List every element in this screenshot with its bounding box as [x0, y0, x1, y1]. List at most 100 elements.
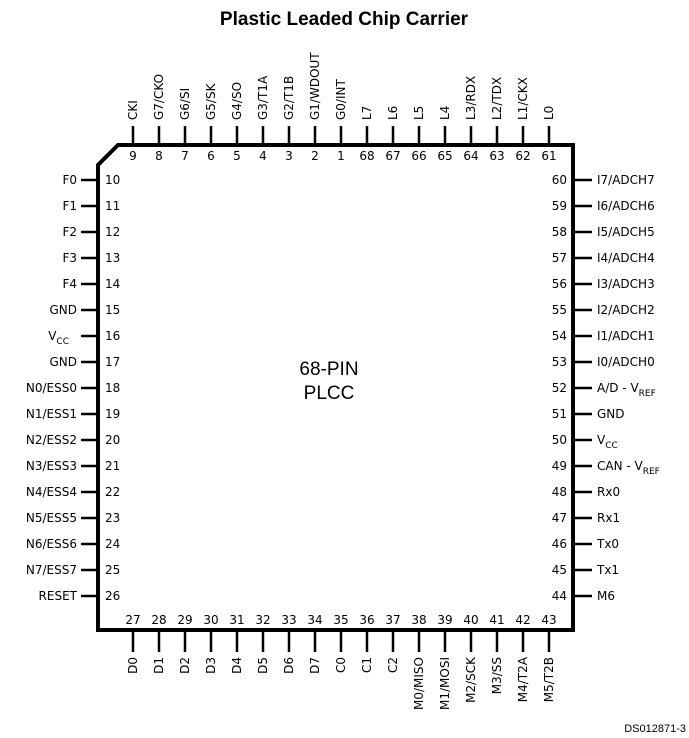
right-pin-number: 58	[552, 225, 567, 239]
top-pin-name: G6/SI	[178, 88, 192, 120]
left-pin-number: 25	[105, 563, 120, 577]
bottom-pin-number: 43	[541, 613, 556, 627]
bottom-pin-number: 36	[359, 613, 374, 627]
right-pin-name: VCC	[597, 433, 618, 451]
top-pin-name: L0	[542, 106, 556, 120]
right-pin-number: 47	[552, 511, 567, 525]
right-pin-number: 44	[552, 589, 567, 603]
right-pin-name: A/D - VREF	[597, 381, 656, 399]
right-pin-name: I6/ADCH6	[597, 199, 655, 213]
bottom-pin-number: 38	[411, 613, 426, 627]
top-pin-name: L2/TDX	[490, 77, 504, 120]
right-pin-name: I3/ADCH3	[597, 277, 655, 291]
right-pin-number: 53	[552, 355, 567, 369]
right-pin-number: 57	[552, 251, 567, 265]
bottom-pin-name: D6	[282, 657, 296, 674]
top-pin-number: 7	[181, 149, 189, 163]
left-pin-number: 13	[105, 251, 120, 265]
top-pin-name: L6	[386, 106, 400, 120]
pin-group: 9 CKI 8 G7/CKO 7 G6/SI 6 G5/SK 5 G4/SO 4 G3/T1A 3 G2/…	[26, 52, 660, 710]
right-pin-number: 49	[552, 459, 567, 473]
top-pin-name: L5	[412, 106, 426, 120]
bottom-pin-number: 30	[203, 613, 218, 627]
right-pin-number: 46	[552, 537, 567, 551]
bottom-pin-name: M3/SS	[490, 657, 504, 694]
left-pin-name: F1	[62, 199, 77, 213]
right-pin-number: 59	[552, 199, 567, 213]
left-pin-name: N7/ESS7	[26, 563, 77, 577]
right-pin-name: Rx0	[597, 485, 620, 499]
bottom-pin-number: 27	[125, 613, 140, 627]
left-pin-number: 14	[105, 277, 120, 291]
bottom-pin-number: 40	[463, 613, 478, 627]
center-label-line1: 68-PIN	[299, 359, 358, 380]
bottom-pin-name: C0	[334, 657, 348, 673]
bottom-pin-number: 34	[307, 613, 322, 627]
top-pin-number: 62	[515, 149, 530, 163]
top-pin-number: 4	[259, 149, 267, 163]
right-pin-name: Tx0	[596, 537, 619, 551]
right-pin-number: 60	[552, 173, 567, 187]
bottom-pin-number: 42	[515, 613, 530, 627]
top-pin-name: CKI	[126, 100, 140, 120]
left-pin-number: 10	[105, 173, 120, 187]
bottom-pin-name: M5/T2B	[542, 657, 556, 702]
top-pin-name: G1/WDOUT	[308, 52, 322, 120]
bottom-pin-number: 31	[229, 613, 244, 627]
top-pin-number: 64	[463, 149, 478, 163]
bottom-pin-number: 35	[333, 613, 348, 627]
top-pin-number: 8	[155, 149, 163, 163]
bottom-pin-number: 33	[281, 613, 296, 627]
right-pin-number: 56	[552, 277, 567, 291]
top-pin-number: 68	[359, 149, 374, 163]
top-pin-number: 2	[311, 149, 319, 163]
center-label-line2: PLCC	[304, 383, 355, 404]
left-pin-number: 12	[105, 225, 120, 239]
bottom-pin-name: M2/SCK	[464, 656, 478, 703]
left-pin-number: 16	[105, 329, 120, 343]
top-pin-name: G4/SO	[230, 82, 244, 120]
right-pin-number: 54	[552, 329, 567, 343]
right-pin-name: Rx1	[597, 511, 620, 525]
left-pin-number: 15	[105, 303, 120, 317]
right-pin-name: Tx1	[596, 563, 619, 577]
top-pin-number: 9	[129, 149, 137, 163]
left-pin-name: GND	[49, 355, 77, 369]
top-pin-name: G0/INT	[334, 79, 348, 120]
top-pin-name: L4	[438, 106, 452, 120]
right-pin-number: 50	[552, 433, 567, 447]
bottom-pin-name: D1	[152, 657, 166, 674]
left-pin-number: 23	[105, 511, 120, 525]
top-pin-number: 66	[411, 149, 426, 163]
top-pin-number: 61	[541, 149, 556, 163]
right-pin-number: 51	[552, 407, 567, 421]
bottom-pin-name: D2	[178, 657, 192, 674]
left-pin-number: 18	[105, 381, 120, 395]
bottom-pin-number: 39	[437, 613, 452, 627]
left-pin-number: 17	[105, 355, 120, 369]
bottom-pin-number: 29	[177, 613, 192, 627]
right-pin-name: I5/ADCH5	[597, 225, 655, 239]
bottom-pin-name: M0/MISO	[412, 657, 426, 710]
left-pin-name: N4/ESS4	[26, 485, 77, 499]
left-pin-number: 24	[105, 537, 120, 551]
bottom-pin-number: 28	[151, 613, 166, 627]
right-pin-name: I4/ADCH4	[597, 251, 655, 265]
top-pin-number: 1	[337, 149, 345, 163]
left-pin-name: F0	[62, 173, 77, 187]
left-pin-name: F4	[62, 277, 77, 291]
document-reference: DS012871-3	[624, 723, 686, 735]
top-pin-name: L3/RDX	[464, 76, 478, 120]
right-pin-number: 48	[552, 485, 567, 499]
left-pin-name: F3	[62, 251, 77, 265]
top-pin-name: G3/T1A	[256, 75, 270, 120]
left-pin-number: 22	[105, 485, 120, 499]
diagram-title: Plastic Leaded Chip Carrier	[220, 9, 469, 30]
bottom-pin-name: D0	[126, 657, 140, 674]
left-pin-number: 20	[105, 433, 120, 447]
bottom-pin-name: D3	[204, 657, 218, 674]
top-pin-name: L1/CKX	[516, 77, 530, 120]
right-pin-number: 55	[552, 303, 567, 317]
right-pin-name: I7/ADCH7	[597, 173, 655, 187]
